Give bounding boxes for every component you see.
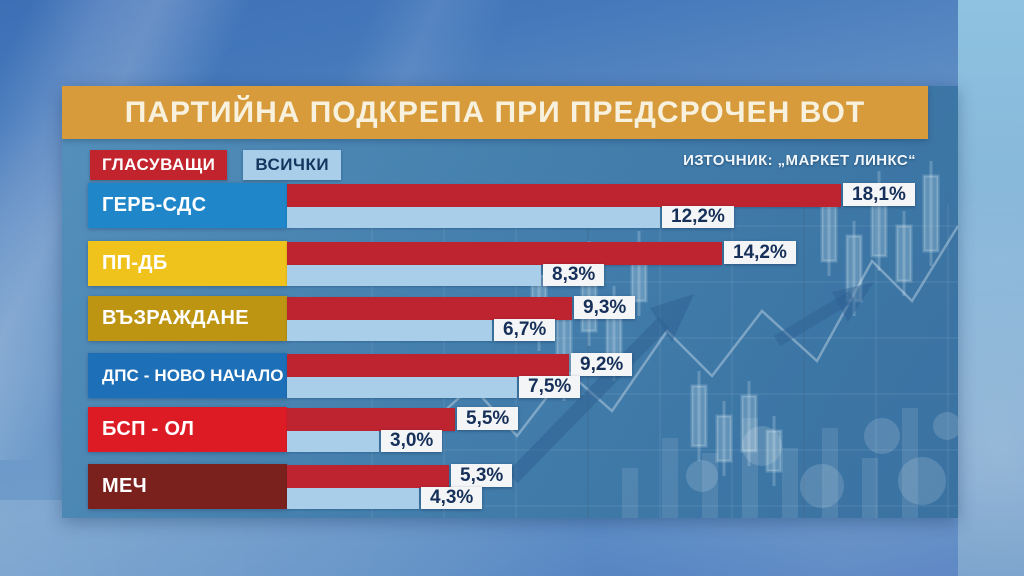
- party-row-vazrazhdane: ВЪЗРАЖДАНЕ 9,3% 6,7%: [88, 296, 938, 342]
- legend-item-all: ВСИЧКИ: [243, 150, 342, 180]
- voters-bar: [287, 465, 449, 488]
- all-value-chip: 12,2%: [662, 206, 734, 228]
- party-row-gerb-sds: ГЕРБ-СДС 18,1% 12,2%: [88, 183, 938, 229]
- bars-group: 9,2% 7,5%: [287, 353, 938, 399]
- party-label: ВЪЗРАЖДАНЕ: [88, 296, 287, 341]
- voters-bar: [287, 184, 841, 207]
- party-row-bsp-ol: БСП - ОЛ 5,5% 3,0%: [88, 407, 938, 453]
- bars-group: 5,3% 4,3%: [287, 464, 938, 510]
- bars-group: 18,1% 12,2%: [287, 183, 938, 229]
- chart-title-bar: ПАРТИЙНА ПОДКРЕПА ПРИ ПРЕДСРОЧЕН ВОТ: [62, 86, 928, 139]
- bars-group: 14,2% 8,3%: [287, 241, 938, 287]
- bars-group: 9,3% 6,7%: [287, 296, 938, 342]
- all-bar: [287, 488, 419, 509]
- all-value-chip: 3,0%: [381, 430, 443, 452]
- party-label: ДПС - НОВО НАЧАЛО: [88, 353, 287, 398]
- all-bar: [287, 265, 541, 286]
- source-credit: ИЗТОЧНИК: „МАРКЕТ ЛИНКС“: [683, 152, 916, 169]
- party-label: МЕЧ: [88, 464, 287, 509]
- all-bar: [287, 431, 379, 452]
- legend: ГЛАСУВАЩИ ВСИЧКИ: [90, 150, 342, 180]
- voters-bar: [287, 297, 572, 320]
- background-right-band: [958, 0, 1024, 576]
- bar-rows: ГЕРБ-СДС 18,1% 12,2% ПП-ДБ 14,2% 8,3%: [88, 183, 938, 513]
- voters-value-chip: 18,1%: [843, 183, 915, 206]
- all-bar: [287, 207, 660, 228]
- all-value-chip: 4,3%: [421, 487, 483, 509]
- voters-bar: [287, 408, 455, 431]
- legend-item-voters: ГЛАСУВАЩИ: [90, 150, 228, 180]
- voters-bar: [287, 242, 722, 265]
- all-bar: [287, 377, 517, 398]
- party-label: БСП - ОЛ: [88, 407, 287, 452]
- chart-title: ПАРТИЙНА ПОДКРЕПА ПРИ ПРЕДСРОЧЕН ВОТ: [124, 95, 866, 129]
- voters-value-chip: 5,3%: [451, 464, 513, 487]
- all-bar: [287, 320, 492, 341]
- party-label: ГЕРБ-СДС: [88, 183, 287, 228]
- party-row-mech: МЕЧ 5,3% 4,3%: [88, 464, 938, 510]
- voters-value-chip: 14,2%: [724, 241, 796, 264]
- party-row-dps-novo-nachalo: ДПС - НОВО НАЧАЛО 9,2% 7,5%: [88, 353, 938, 399]
- all-value-chip: 7,5%: [519, 376, 581, 398]
- chart-panel: ПАРТИЙНА ПОДКРЕПА ПРИ ПРЕДСРОЧЕН ВОТ ГЛА…: [62, 86, 958, 518]
- all-value-chip: 6,7%: [494, 319, 556, 341]
- voters-value-chip: 9,3%: [574, 296, 636, 319]
- voters-value-chip: 9,2%: [571, 353, 633, 376]
- voters-bar: [287, 354, 569, 377]
- bars-group: 5,5% 3,0%: [287, 407, 938, 453]
- party-row-pp-db: ПП-ДБ 14,2% 8,3%: [88, 241, 938, 287]
- all-value-chip: 8,3%: [543, 264, 605, 286]
- voters-value-chip: 5,5%: [457, 407, 519, 430]
- party-label: ПП-ДБ: [88, 241, 287, 286]
